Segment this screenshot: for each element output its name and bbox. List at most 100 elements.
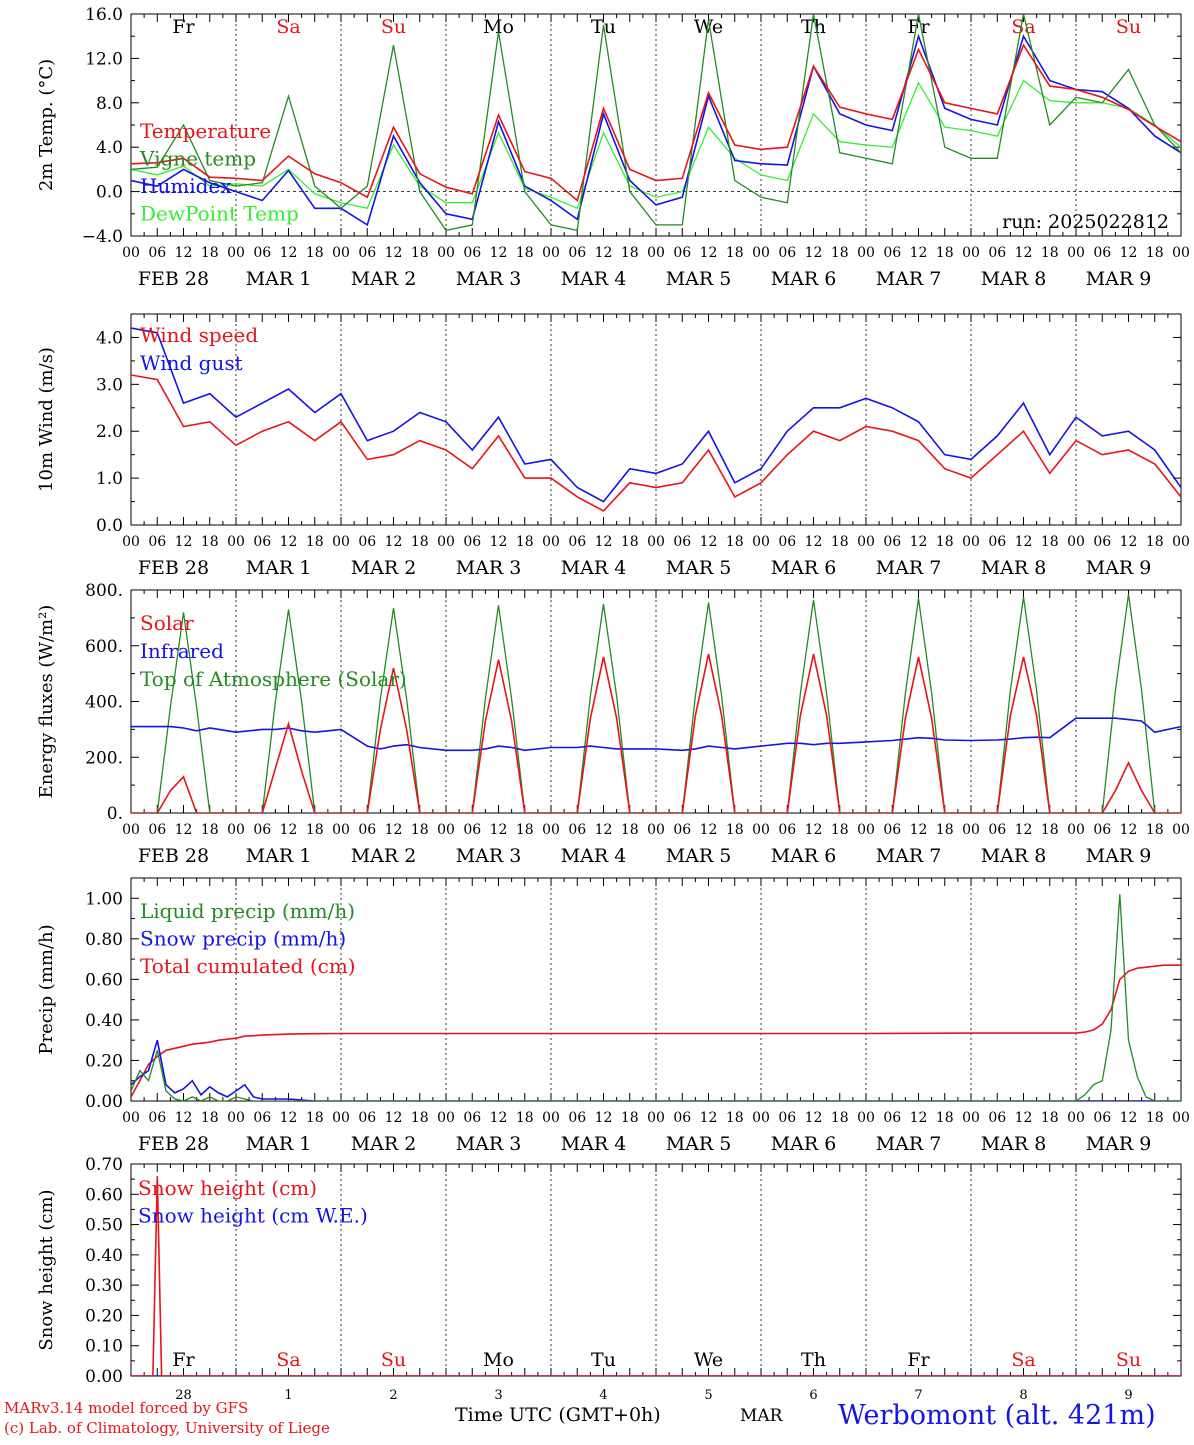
hour-label: 00 <box>962 822 980 838</box>
date-label: MAR 5 <box>666 557 732 579</box>
hour-label: 00 <box>647 534 665 550</box>
date-label: MAR 5 <box>666 845 732 867</box>
date-label: MAR 2 <box>351 268 417 290</box>
hour-label: 18 <box>306 534 324 550</box>
hour-label: 00 <box>752 1110 770 1126</box>
hour-label: 00 <box>752 822 770 838</box>
day-of-week-label: Sa <box>1011 1349 1035 1371</box>
hour-label: 12 <box>490 822 508 838</box>
hour-label: 06 <box>568 822 586 838</box>
y-tick-label: 0.0 <box>96 183 123 203</box>
date-label: MAR 2 <box>351 1133 417 1155</box>
hour-label: 06 <box>673 822 691 838</box>
series-line-wind-gust <box>131 327 1181 503</box>
hour-label: 12 <box>1015 245 1033 261</box>
y-tick-label: 0.60 <box>85 1185 123 1205</box>
date-label: MAR 9 <box>1086 1133 1152 1155</box>
legend-entry: Infrared <box>140 639 224 663</box>
date-label: MAR 9 <box>1086 268 1152 290</box>
hour-label: 12 <box>175 245 193 261</box>
hour-label: 06 <box>778 534 796 550</box>
hour-label: 00 <box>437 822 455 838</box>
hour-label: 06 <box>988 534 1006 550</box>
date-label: MAR 3 <box>456 557 522 579</box>
hour-label: 18 <box>516 534 534 550</box>
hour-label: 06 <box>988 245 1006 261</box>
y-tick-label: 0.40 <box>85 1246 123 1266</box>
day-of-week-label: Mo <box>483 16 514 38</box>
hour-label: 06 <box>673 534 691 550</box>
hour-label: 12 <box>910 245 928 261</box>
date-label: MAR 8 <box>981 557 1047 579</box>
hour-label: 06 <box>463 1110 481 1126</box>
hour-label: 12 <box>280 1110 298 1126</box>
run-annotation: run: 2025022812 <box>1002 211 1169 233</box>
hour-label: 06 <box>358 534 376 550</box>
hour-label: 12 <box>1120 822 1138 838</box>
date-label: MAR 1 <box>246 268 312 290</box>
day-of-week-label: Sa <box>276 16 300 38</box>
hour-label: 12 <box>1015 534 1033 550</box>
hour-label: 00 <box>1172 245 1190 261</box>
y-tick-label: −4.0 <box>82 227 123 247</box>
hour-label: 18 <box>1041 822 1059 838</box>
y-tick-label: 1.0 <box>96 469 123 489</box>
hour-label: 12 <box>280 534 298 550</box>
hour-label: 12 <box>595 534 613 550</box>
hour-label: 12 <box>1120 1110 1138 1126</box>
y-axis-label: Snow height (cm) <box>36 1189 57 1350</box>
day-of-week-label: Fr <box>172 1349 195 1371</box>
hour-label: 06 <box>1093 1110 1111 1126</box>
date-label: MAR 6 <box>771 557 837 579</box>
hour-label: 18 <box>831 822 849 838</box>
date-label: MAR 6 <box>771 1133 837 1155</box>
hour-label: 18 <box>411 534 429 550</box>
hour-label: 06 <box>568 245 586 261</box>
hour-label: 12 <box>910 534 928 550</box>
day-number-label: 2 <box>389 1388 397 1403</box>
hour-label: 06 <box>148 534 166 550</box>
series-line-snow-precip-mm-h- <box>131 1039 1181 1101</box>
day-of-week-label: Fr <box>907 1349 930 1371</box>
hour-label: 12 <box>1120 534 1138 550</box>
hour-label: 06 <box>1093 534 1111 550</box>
hour-label: 00 <box>542 534 560 550</box>
hour-label: 12 <box>910 1110 928 1126</box>
hour-label: 12 <box>595 1110 613 1126</box>
legend-entry: Snow precip (mm/h) <box>140 927 346 951</box>
date-label: MAR 9 <box>1086 845 1152 867</box>
hour-label: 00 <box>1067 1110 1085 1126</box>
hour-label: 00 <box>332 822 350 838</box>
hour-label: 12 <box>175 822 193 838</box>
hour-label: 18 <box>201 1110 219 1126</box>
hour-label: 06 <box>358 1110 376 1126</box>
hour-label: 00 <box>857 534 875 550</box>
day-number-label: 9 <box>1124 1388 1132 1403</box>
legend-entry: Wind gust <box>140 351 243 375</box>
hour-label: 00 <box>227 1110 245 1126</box>
hour-label: 12 <box>595 245 613 261</box>
hour-label: 00 <box>122 534 140 550</box>
hour-label: 12 <box>175 534 193 550</box>
date-label: MAR 8 <box>981 1133 1047 1155</box>
hour-label: 18 <box>411 245 429 261</box>
hour-label: 12 <box>1120 245 1138 261</box>
day-of-week-label: Th <box>801 16 826 38</box>
day-number-label: 6 <box>809 1388 817 1403</box>
day-number-label: 4 <box>599 1388 607 1403</box>
date-label: MAR 3 <box>456 845 522 867</box>
legend-entry: Snow height (cm) <box>138 1176 317 1200</box>
hour-label: 18 <box>831 534 849 550</box>
hour-label: 06 <box>778 1110 796 1126</box>
legend-entry: Total cumulated (cm) <box>140 954 356 978</box>
y-tick-label: 12.0 <box>85 49 123 69</box>
series-line-infrared <box>131 717 1181 752</box>
y-tick-label: 0. <box>107 804 123 824</box>
hour-label: 18 <box>1146 1110 1164 1126</box>
hour-label: 18 <box>516 822 534 838</box>
hour-label: 00 <box>1172 822 1190 838</box>
series-line-liquid-precip-mm-h- <box>131 894 1181 1101</box>
date-label: MAR 6 <box>771 268 837 290</box>
hour-label: 18 <box>831 245 849 261</box>
hour-label: 06 <box>568 1110 586 1126</box>
